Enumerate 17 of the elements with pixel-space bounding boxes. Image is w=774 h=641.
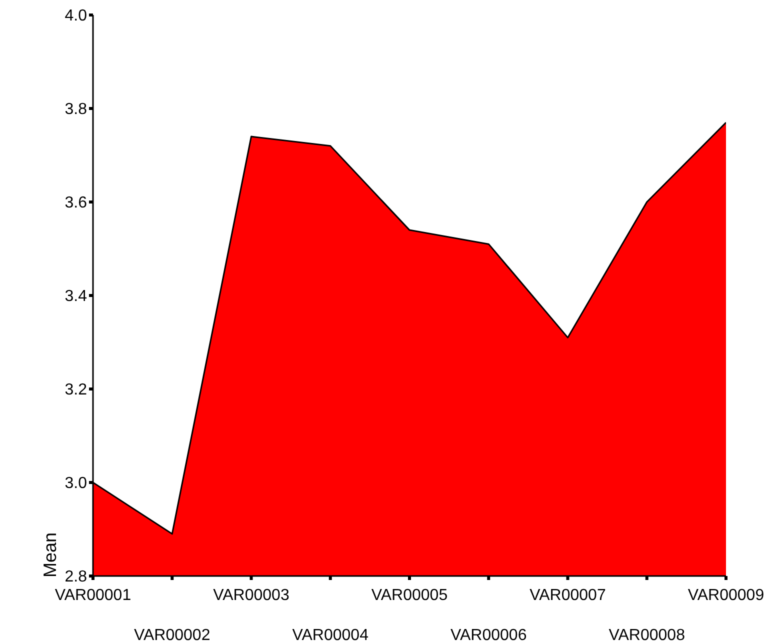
- y-axis-title: Mean: [40, 532, 60, 578]
- y-tick-label: 3.0: [64, 475, 88, 492]
- x-tick-label: VAR00008: [608, 627, 686, 641]
- x-tick-label: VAR00005: [371, 587, 448, 604]
- y-tick-label: 3.6: [64, 194, 88, 212]
- y-tick-label: 3.4: [64, 288, 88, 306]
- x-tick-label: VAR00003: [213, 587, 290, 604]
- x-tick-label: VAR00009: [688, 587, 764, 604]
- x-tick-label: VAR00001: [54, 587, 132, 604]
- x-tick-label: VAR00006: [450, 627, 527, 641]
- y-tick-label: 3.8: [64, 101, 88, 118]
- y-tick-label: 4.0: [64, 8, 88, 25]
- x-tick-label: VAR00002: [134, 627, 210, 641]
- x-tick-label: VAR00007: [530, 587, 606, 604]
- x-tick-label: VAR00004: [292, 627, 369, 641]
- y-tick-label: 3.2: [64, 382, 88, 399]
- y-tick-label: 2.8: [64, 568, 88, 586]
